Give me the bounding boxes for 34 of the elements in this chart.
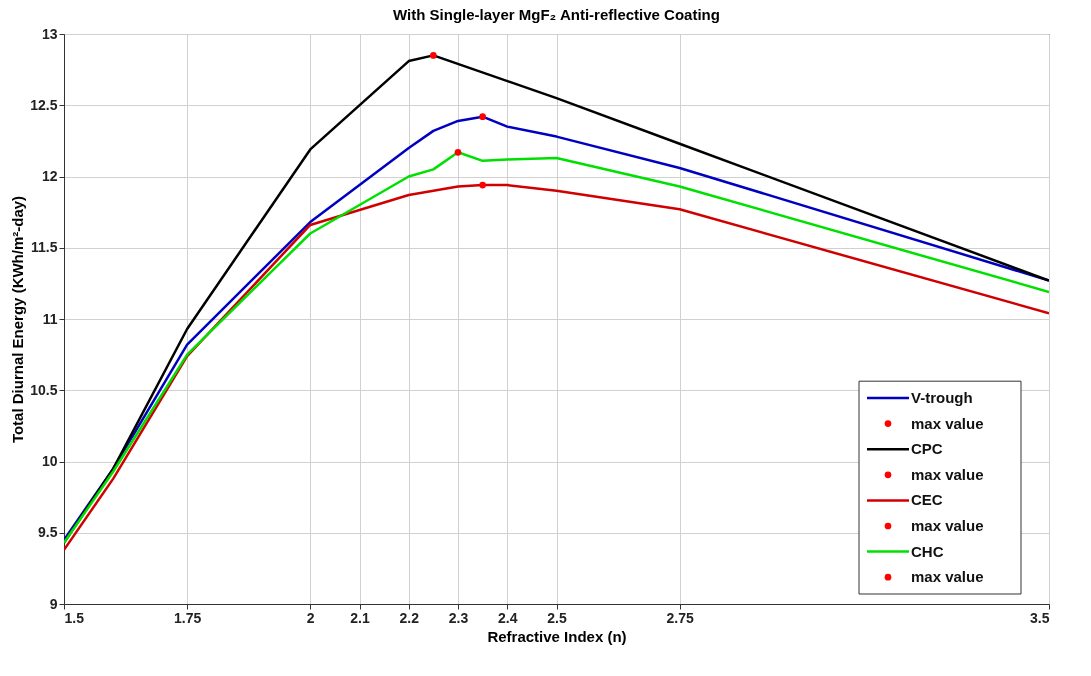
legend-label: max value <box>911 517 984 534</box>
y-tick-label: 11 <box>42 310 58 327</box>
y-tick-label: 10 <box>41 453 58 469</box>
legend-label: max value <box>911 465 984 483</box>
x-axis-title: Refractive Index (n) <box>487 627 627 645</box>
point <box>479 113 486 120</box>
y-tick-label: 9 <box>49 595 58 612</box>
legend-label: max value <box>911 568 984 586</box>
point <box>430 52 437 59</box>
x-tick-label: 3.5 <box>1030 609 1050 626</box>
legend-label: CPC <box>911 440 943 458</box>
x-tick-label: 1.5 <box>64 609 85 626</box>
y-tick-label: 10.5 <box>30 381 58 398</box>
y-tick-label: 12 <box>41 168 58 184</box>
y-tick-label: 9.5 <box>38 524 58 541</box>
x-tick-label: 1.75 <box>174 609 202 626</box>
y-tick-label: 12.5 <box>30 96 58 113</box>
point <box>479 181 486 189</box>
legend-label: CEC <box>911 491 943 509</box>
legend-label: max value <box>911 414 984 432</box>
x-tick-label: 2.3 <box>448 609 469 626</box>
x-tick-label: 2.1 <box>350 609 370 626</box>
y-tick-label: 11.5 <box>31 239 58 256</box>
x-tick-label: 2.5 <box>547 609 567 626</box>
x-tick-label: 2.2 <box>399 609 420 626</box>
chart-title: With Single-layer MgF₂ Anti-reflective Coating <box>393 6 720 23</box>
y-tick-label: 13 <box>41 25 58 42</box>
legend-label: CHC <box>911 542 944 560</box>
x-tick-label: 2 <box>306 609 315 626</box>
y-axis-title: Total Diurnal Energy (KWh/m²-day) <box>9 195 27 444</box>
point <box>454 148 462 156</box>
x-tick-label: 2.75 <box>666 609 694 626</box>
legend-label: V-trough <box>911 389 973 406</box>
x-tick-label: 2.4 <box>498 609 518 626</box>
